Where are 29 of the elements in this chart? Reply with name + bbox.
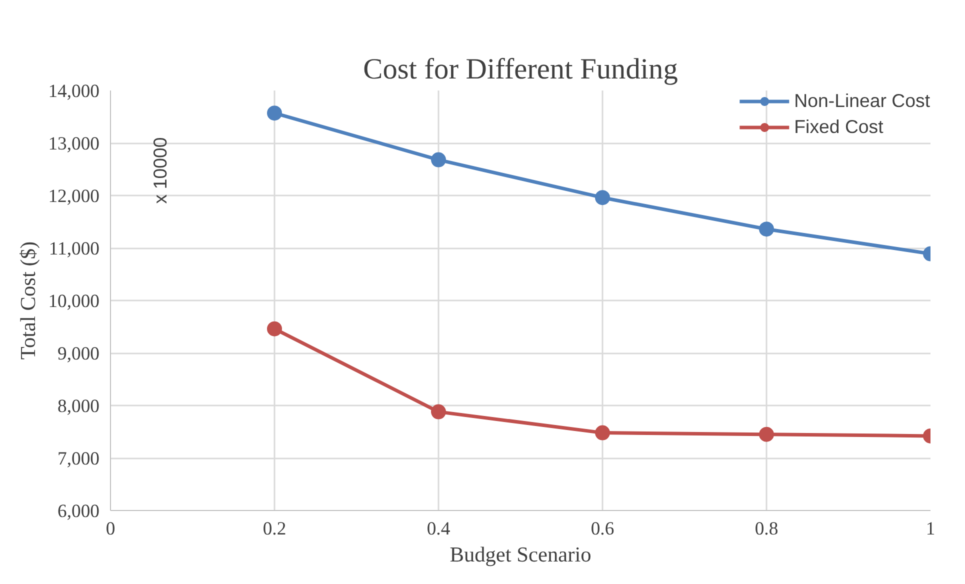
point <box>595 190 610 206</box>
y-tick-label: 10,000 <box>48 291 100 312</box>
point <box>267 321 282 336</box>
point <box>759 222 774 237</box>
x-tick-label: 0.2 <box>262 518 286 540</box>
x-axis-title: Budget Scenario <box>450 542 592 566</box>
x-tick-label: 0.4 <box>426 518 451 540</box>
legend-label: Fixed Cost <box>794 116 884 138</box>
y-tick-label: 13,000 <box>48 134 100 154</box>
point <box>431 152 446 168</box>
y-tick-label: 7,000 <box>58 448 100 470</box>
x-tick-label: 1 <box>926 518 936 540</box>
annotation: x 10000 <box>150 137 170 204</box>
y-tick-label: 14,000 <box>48 81 100 102</box>
point <box>595 425 610 440</box>
point <box>267 106 282 121</box>
y-tick-label: 6,000 <box>58 501 100 522</box>
x-tick-label: 0.6 <box>590 518 614 540</box>
x-tick-label: 0 <box>106 518 116 540</box>
x-tick-label: 0.8 <box>754 518 778 540</box>
y-axis-title: Total Cost ($) <box>16 241 40 360</box>
legend-label: Non-Linear Cost <box>794 90 930 112</box>
y-tick-label: 9,000 <box>58 344 100 364</box>
point <box>759 426 774 442</box>
y-tick-label: 12,000 <box>48 186 100 207</box>
chart-title: Cost for Different Funding <box>363 54 678 86</box>
y-tick-label: 11,000 <box>48 238 100 260</box>
point <box>431 404 446 420</box>
y-tick-label: 8,000 <box>58 396 100 417</box>
